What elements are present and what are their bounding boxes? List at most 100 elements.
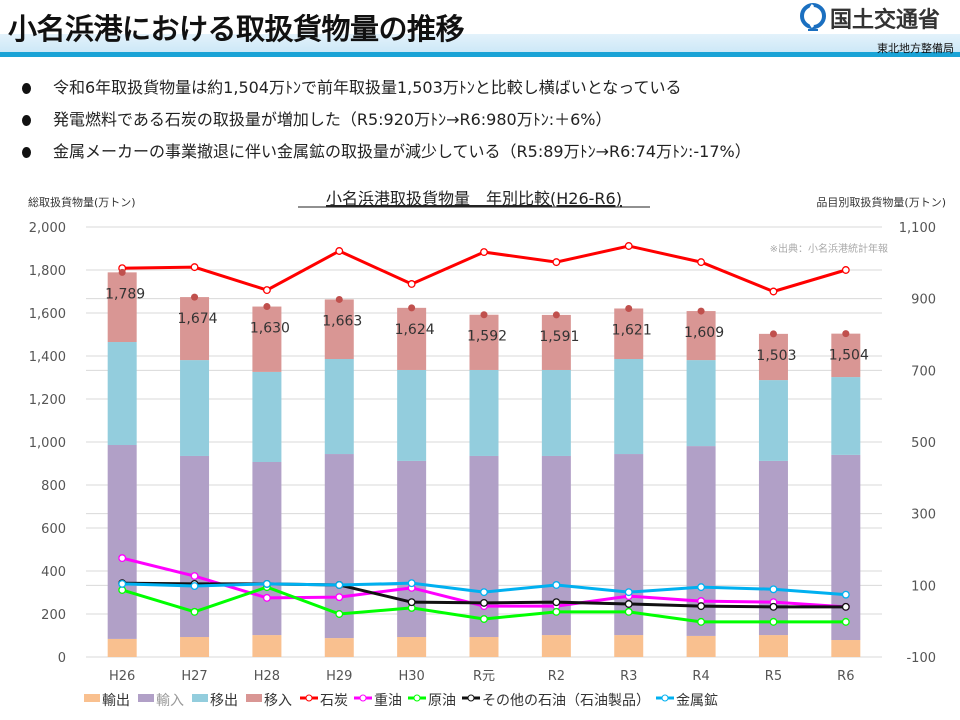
legend-swatch bbox=[192, 694, 208, 702]
x-tick-label: H26 bbox=[109, 669, 135, 684]
bar-segment-輸入 bbox=[397, 460, 427, 638]
total-data-label: 1,609 bbox=[684, 325, 724, 341]
line-point-原油 bbox=[552, 607, 561, 616]
legend-marker bbox=[661, 694, 669, 702]
line-point-石炭 bbox=[118, 264, 127, 273]
y2-tick-label: 500 bbox=[911, 436, 936, 451]
mlit-emblem-icon bbox=[800, 3, 826, 31]
bullet-icon bbox=[22, 146, 31, 158]
bullet-item: 令和6年取扱貨物量は約1,504万ﾄﾝで前年取扱量1,503万ﾄﾝと比較し横ばい… bbox=[22, 72, 751, 104]
line-point-その他の石油（石油製品） bbox=[262, 579, 271, 588]
line-point-その他の石油（石油製品） bbox=[769, 602, 778, 611]
legend-label: 金属鉱 bbox=[676, 692, 718, 709]
line-point-その他の石油（石油製品） bbox=[407, 598, 416, 607]
page-title: 小名浜港における取扱貨物量の推移 bbox=[8, 12, 465, 46]
line-point-重油 bbox=[118, 554, 127, 563]
line-point-原油 bbox=[769, 617, 778, 626]
y2-tick-label: 900 bbox=[911, 293, 936, 308]
total-marker bbox=[408, 304, 416, 312]
total-marker bbox=[697, 307, 705, 315]
line-point-原油 bbox=[407, 603, 416, 612]
total-marker bbox=[335, 295, 343, 303]
y2-tick-label: -100 bbox=[906, 651, 936, 666]
x-tick-label: H30 bbox=[398, 669, 424, 684]
bar-segment-輸出 bbox=[758, 635, 788, 657]
line-point-金属鉱 bbox=[624, 588, 633, 597]
x-tick-label: R3 bbox=[620, 669, 637, 684]
line-原油 bbox=[121, 585, 846, 624]
total-marker bbox=[263, 303, 271, 311]
bar-segment-移入 bbox=[324, 299, 354, 360]
line-重油 bbox=[121, 556, 846, 609]
line-point-原油 bbox=[480, 615, 488, 623]
legend-label: 移出 bbox=[210, 693, 238, 709]
line-point-重油 bbox=[841, 602, 850, 611]
bar-segment-移入 bbox=[180, 297, 210, 361]
bar-segment-輸出 bbox=[397, 637, 427, 657]
bar-segment-移出 bbox=[541, 369, 571, 456]
bar-segment-移出 bbox=[107, 342, 137, 446]
bar-segment-輸入 bbox=[758, 460, 788, 636]
bar-segment-輸出 bbox=[469, 637, 499, 657]
line-point-その他の石油（石油製品） bbox=[552, 598, 561, 607]
line-point-石炭 bbox=[552, 258, 561, 267]
bar-segment-輸入 bbox=[831, 454, 861, 641]
bullet-item: 発電燃料である石炭の取扱量が増加した（R5:920万ﾄﾝ→R6:980万ﾄﾝ:＋… bbox=[22, 104, 751, 136]
y-tick-label: 1,000 bbox=[29, 436, 66, 451]
y-tick-label: 0 bbox=[58, 651, 66, 666]
line-point-金属鉱 bbox=[190, 582, 199, 590]
total-marker bbox=[842, 330, 850, 338]
legend-swatch bbox=[84, 694, 100, 702]
line-point-金属鉱 bbox=[262, 579, 271, 588]
line-point-その他の石油（石油製品） bbox=[697, 602, 706, 611]
line-point-原油 bbox=[190, 607, 199, 616]
bar-segment-輸入 bbox=[686, 446, 716, 636]
bar-segment-輸入 bbox=[469, 455, 499, 638]
bar-segment-輸出 bbox=[614, 635, 644, 657]
bar-segment-移入 bbox=[686, 311, 716, 361]
legend-marker bbox=[305, 694, 313, 702]
legend-label: 移入 bbox=[264, 693, 292, 709]
line-point-原油 bbox=[624, 607, 633, 616]
line-point-その他の石油（石油製品） bbox=[335, 581, 344, 589]
bullet-text: 金属メーカーの事業撤退に伴い金属鉱の取扱量が減少している（R5:89万ﾄﾝ→R6… bbox=[53, 142, 751, 161]
bar-segment-移出 bbox=[324, 359, 354, 455]
y-tick-label: 400 bbox=[41, 565, 66, 580]
line-point-重油 bbox=[624, 592, 633, 601]
bar-segment-輸入 bbox=[614, 454, 644, 636]
line-point-石炭 bbox=[841, 266, 850, 274]
legend-marker bbox=[359, 694, 367, 702]
line-point-重油 bbox=[552, 602, 561, 611]
line-石炭 bbox=[122, 244, 847, 294]
y-tick-label: 1,200 bbox=[29, 393, 66, 408]
line-point-その他の石油（石油製品） bbox=[480, 598, 488, 607]
y-tick-label: 2,000 bbox=[29, 221, 66, 236]
bar-segment-移入 bbox=[831, 333, 861, 378]
legend-label: 重油 bbox=[374, 693, 402, 709]
legend-marker bbox=[413, 694, 421, 702]
bar-segment-移出 bbox=[758, 380, 788, 461]
total-marker bbox=[118, 268, 126, 276]
bar-segment-移入 bbox=[252, 306, 282, 372]
bar-segment-移出 bbox=[469, 369, 499, 456]
line-point-その他の石油（石油製品） bbox=[841, 602, 850, 611]
chart-title: 小名浜港取扱貨物量 年別比較(H26-R6) bbox=[326, 189, 622, 208]
line-point-重油 bbox=[697, 597, 706, 606]
line-point-石炭 bbox=[624, 242, 633, 250]
x-tick-label: R6 bbox=[837, 669, 854, 684]
x-tick-label: R2 bbox=[548, 669, 565, 684]
bullet-item: 金属メーカーの事業撤退に伴い金属鉱の取扱量が減少している（R5:89万ﾄﾝ→R6… bbox=[22, 136, 751, 168]
bullet-text: 発電燃料である石炭の取扱量が増加した（R5:920万ﾄﾝ→R6:980万ﾄﾝ:＋… bbox=[53, 110, 612, 129]
y2-axis-label: 品目別取扱貨物量(万トン) bbox=[816, 195, 946, 209]
legend-swatch bbox=[246, 694, 262, 702]
legend-swatch bbox=[138, 694, 154, 702]
bar-segment-移入 bbox=[614, 308, 644, 360]
total-marker bbox=[625, 304, 633, 312]
line-point-その他の石油（石油製品） bbox=[118, 579, 127, 588]
legend-label: 輸入 bbox=[156, 693, 184, 709]
bar-segment-輸出 bbox=[324, 638, 354, 657]
bar-segment-移出 bbox=[180, 360, 210, 456]
legend-label: 輸出 bbox=[102, 693, 130, 709]
bar-segment-移入 bbox=[107, 272, 137, 343]
bar-segment-輸入 bbox=[180, 455, 210, 638]
